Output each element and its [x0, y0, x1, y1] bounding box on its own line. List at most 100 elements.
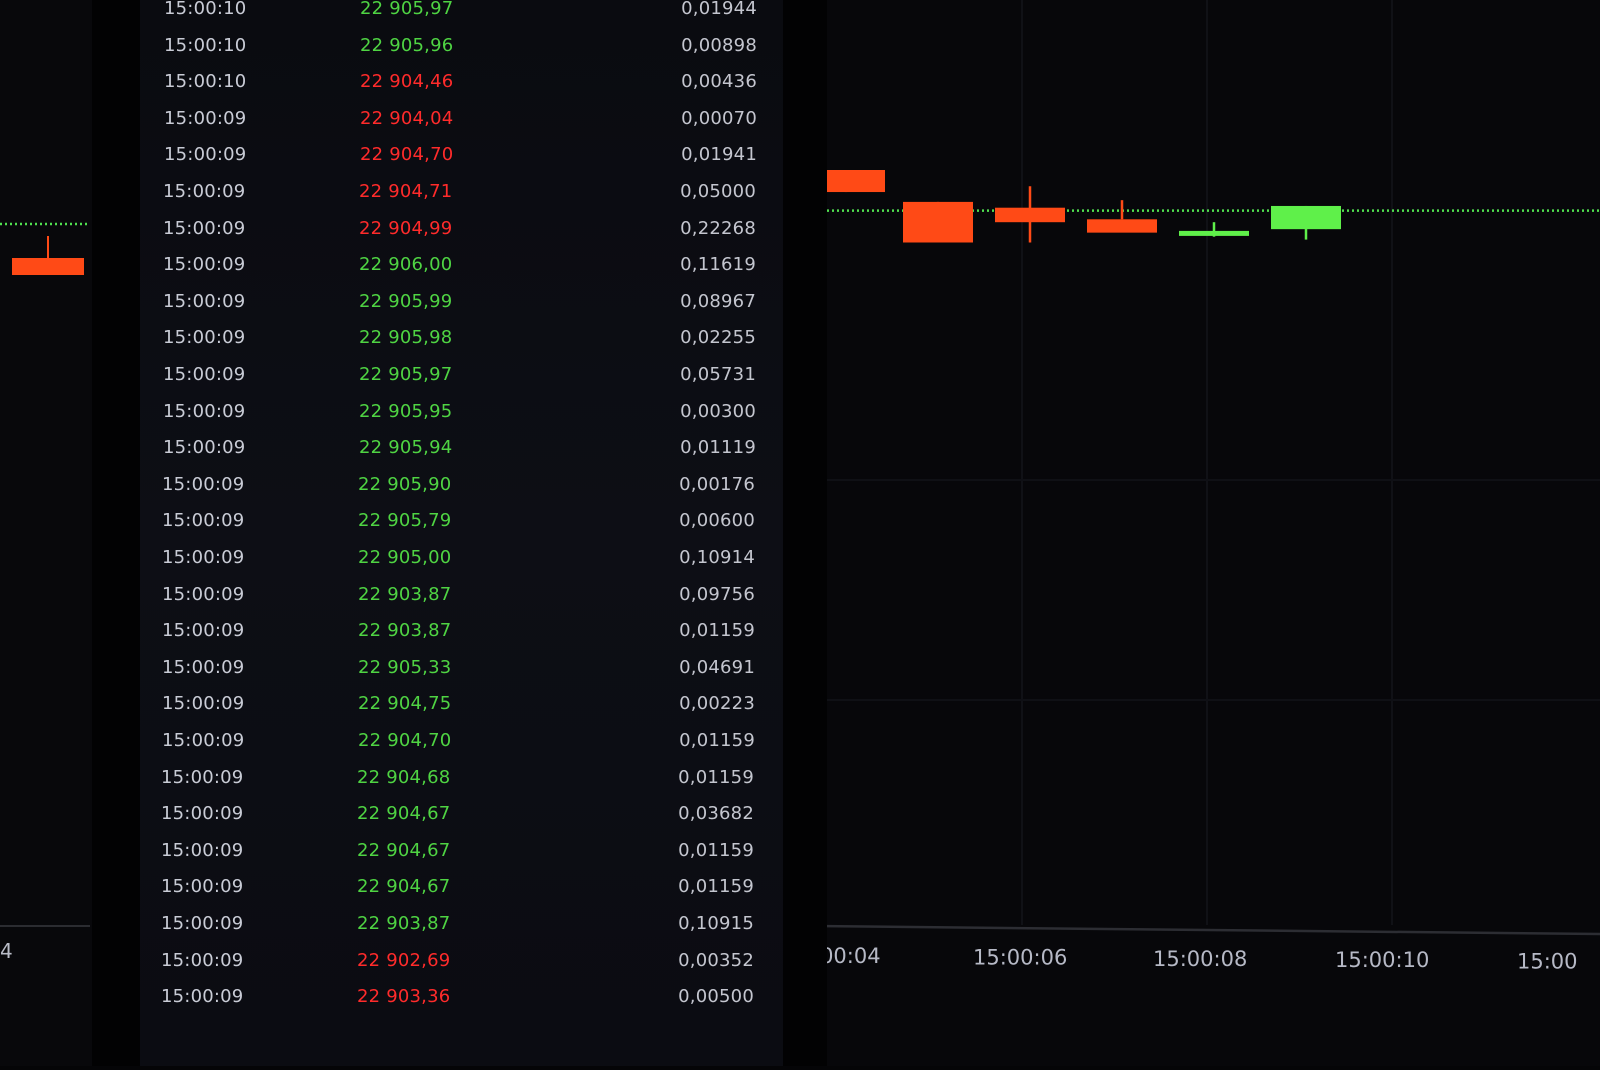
trade-row: 15:00:09 22 903,87 0,09756 — [140, 577, 783, 613]
trade-time: 15:00:09 — [161, 766, 244, 788]
trade-time: 15:00:09 — [162, 583, 245, 605]
trade-time: 15:00:09 — [163, 181, 246, 202]
left-chart-canvas: 4 — [0, 222, 90, 963]
trade-price: 22 903,87 — [358, 583, 452, 605]
trade-time: 15:00:09 — [164, 144, 247, 166]
trade-price: 22 904,67 — [357, 876, 451, 898]
trade-amount: 0,01941 — [681, 144, 757, 166]
trade-price: 22 905,90 — [358, 473, 452, 495]
time-axis-tick-label: 15:00:06 — [973, 945, 1067, 969]
time-axis-tick-label: 15:00 — [1517, 950, 1578, 974]
trade-row: 15:00:09 22 902,69 0,00352 — [140, 943, 783, 979]
trade-row: 15:00:09 22 904,70 0,01941 — [140, 137, 783, 173]
trade-amount: 0,01944 — [681, 0, 757, 19]
trade-time: 15:00:09 — [163, 400, 246, 422]
trade-amount: 0,10914 — [679, 547, 755, 568]
trade-row: 15:00:09 22 905,97 0,05731 — [140, 357, 783, 393]
trade-time: 15:00:09 — [162, 547, 245, 568]
trade-amount: 0,00898 — [681, 34, 757, 56]
trade-time: 15:00:09 — [162, 510, 245, 532]
time-axis-tick-label: 15:00:08 — [1153, 947, 1247, 971]
trade-amount: 0,09756 — [679, 583, 755, 605]
trade-amount: 0,22268 — [680, 217, 756, 239]
trade-row: 15:00:09 22 904,75 0,00223 — [140, 686, 783, 722]
candle-body[interactable] — [1087, 219, 1157, 233]
trade-amount: 0,01159 — [678, 766, 754, 788]
trade-time: 15:00:09 — [162, 656, 245, 678]
trade-row: 15:00:09 22 905,90 0,00176 — [140, 467, 783, 503]
candle-body[interactable] — [995, 207, 1065, 223]
trade-time: 15:00:10 — [164, 71, 247, 93]
trade-price: 22 902,69 — [357, 949, 451, 971]
trade-price: 22 906,00 — [359, 254, 453, 276]
candle-body[interactable] — [903, 201, 973, 243]
trade-amount: 0,01159 — [679, 730, 755, 751]
trade-time: 15:00:09 — [163, 290, 246, 312]
trade-price: 22 905,97 — [359, 364, 453, 385]
trade-row: 15:00:09 22 903,87 0,10915 — [140, 906, 783, 942]
trade-row: 15:00:09 22 903,87 0,01159 — [140, 613, 783, 649]
trade-row: 15:00:10 22 905,96 0,00898 — [140, 28, 783, 64]
time-axis-line — [812, 924, 1600, 936]
recent-trades-panel[interactable]: 15:00:10 22 905,97 0,01944 15:00:10 22 905,9… — [140, 0, 783, 1066]
trade-amount: 0,00436 — [681, 71, 757, 93]
candlestick-chart[interactable]: :00:04 15:00:06 15:00:08 15:00:10 15:00 — [812, 0, 1600, 1066]
trade-price: 22 905,79 — [358, 510, 452, 532]
trade-row: 15:00:09 22 905,94 0,01119 — [140, 430, 783, 466]
candle-body[interactable] — [1179, 230, 1249, 236]
trade-time: 15:00:09 — [163, 217, 246, 239]
trade-row: 15:00:09 22 905,79 0,00600 — [140, 503, 783, 539]
panel-divider — [783, 0, 827, 1066]
left-chart-panel: 4 — [0, 0, 92, 1066]
trade-row: 15:00:09 22 904,67 0,03682 — [140, 796, 783, 832]
trade-price: 22 903,87 — [357, 913, 451, 934]
trade-row: 15:00:10 22 904,46 0,00436 — [140, 64, 783, 100]
candle-body[interactable] — [1271, 205, 1341, 230]
trade-row: 15:00:09 22 903,36 0,00500 — [140, 979, 783, 1015]
trade-price: 22 904,67 — [357, 839, 451, 861]
trade-amount: 0,00300 — [680, 400, 756, 422]
trade-amount: 0,11619 — [680, 254, 756, 276]
trade-row: 15:00:09 22 904,68 0,01159 — [140, 760, 783, 796]
trade-price: 22 905,94 — [359, 437, 453, 459]
trade-price: 22 904,68 — [357, 766, 451, 788]
trade-row: 15:00:10 22 905,97 0,01944 — [140, 0, 783, 27]
trade-row: 15:00:09 22 904,70 0,01159 — [140, 723, 783, 759]
left-candle-body — [12, 258, 84, 275]
trade-time: 15:00:09 — [162, 473, 245, 495]
trade-time: 15:00:09 — [162, 693, 245, 715]
trade-price: 22 904,71 — [359, 181, 453, 202]
trade-row: 15:00:09 22 905,33 0,04691 — [140, 650, 783, 686]
trade-amount: 0,00176 — [679, 473, 755, 495]
trade-amount: 0,01159 — [679, 620, 755, 642]
time-axis-tick-label: :00:04 — [827, 944, 881, 968]
trade-price: 22 904,99 — [359, 217, 453, 239]
panel-gutter — [92, 0, 140, 1066]
trade-amount: 0,00223 — [679, 693, 755, 715]
trade-price: 22 904,67 — [357, 803, 451, 825]
trade-row: 15:00:09 22 904,99 0,22268 — [140, 211, 783, 247]
trade-row: 15:00:09 22 905,98 0,02255 — [140, 320, 783, 356]
trade-price: 22 904,70 — [358, 730, 452, 751]
left-axis-label: 4 — [0, 939, 13, 963]
candle-body[interactable] — [827, 170, 885, 193]
candlestick-chart-panel[interactable]: :00:04 15:00:06 15:00:08 15:00:10 15:00 — [812, 0, 1600, 1066]
trade-amount: 0,05000 — [680, 181, 756, 202]
trade-amount: 0,10915 — [678, 913, 754, 934]
trade-amount: 0,00500 — [678, 986, 754, 1008]
trade-row: 15:00:09 22 905,99 0,08967 — [140, 284, 783, 320]
trade-time: 15:00:09 — [163, 327, 246, 349]
trade-time: 15:00:09 — [161, 876, 244, 898]
trade-amount: 0,00070 — [681, 107, 757, 129]
trade-price: 22 905,95 — [359, 400, 453, 422]
trade-row: 15:00:09 22 904,67 0,01159 — [140, 833, 783, 869]
trade-price: 22 905,97 — [360, 0, 454, 19]
trade-time: 15:00:09 — [161, 803, 244, 825]
trade-price: 22 904,04 — [360, 107, 454, 129]
trade-price: 22 905,99 — [359, 290, 453, 312]
trade-row: 15:00:09 22 905,95 0,00300 — [140, 394, 783, 430]
trade-row: 15:00:09 22 906,00 0,11619 — [140, 247, 783, 283]
trade-price: 22 905,96 — [360, 34, 454, 56]
trade-amount: 0,01119 — [680, 437, 756, 459]
trade-row: 15:00:09 22 904,67 0,01159 — [140, 869, 783, 905]
